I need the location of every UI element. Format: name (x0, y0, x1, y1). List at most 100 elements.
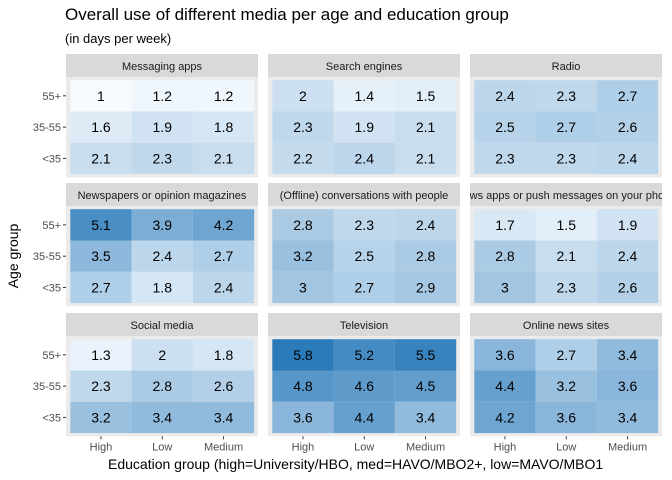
heatmap-cell (272, 142, 334, 175)
heatmap-cell (596, 271, 659, 304)
heatmap-cell (192, 401, 255, 434)
heatmap-cell (596, 240, 659, 272)
heatmap-cell (333, 401, 395, 434)
cell-label: 2.3 (355, 217, 375, 233)
heatmap-cell (192, 271, 255, 304)
cell-label: 2.7 (557, 119, 577, 135)
heatmap-cell (474, 401, 536, 434)
heatmap-cell (131, 339, 193, 371)
heatmap-cell (272, 339, 334, 371)
heatmap-cell (272, 271, 334, 304)
cell-label: 1.4 (355, 88, 375, 104)
heatmap-cell (70, 80, 132, 112)
cell-label: 3 (299, 279, 307, 295)
heatmap-cell (394, 209, 457, 241)
cell-label: 3.5 (91, 248, 111, 264)
panel-title: Search engines (326, 61, 403, 73)
cell-label: 1 (97, 88, 105, 104)
heatmap-cell (333, 142, 395, 175)
x-tick-label: High (292, 441, 315, 453)
y-tick-label: 35-55 (33, 381, 61, 393)
panel-offline-conversations-with-people: (Offline) conversations with people 2.8 2.… (268, 183, 460, 307)
heatmap-cell (192, 80, 255, 112)
heatmap-cell (192, 240, 255, 272)
y-tick-label: <35 (42, 412, 61, 424)
heatmap-cell (333, 80, 395, 112)
heatmap-cell (70, 240, 132, 272)
heatmap-cell (394, 271, 457, 304)
cell-label: 2.7 (557, 347, 577, 363)
heatmap-cell (70, 111, 132, 143)
cell-label: 1.2 (214, 88, 234, 104)
cell-label: 2.3 (557, 150, 577, 166)
cell-label: 1.7 (495, 217, 515, 233)
cell-label: 1.5 (416, 88, 436, 104)
cell-label: 1.8 (214, 119, 234, 135)
cell-label: 2.4 (416, 217, 436, 233)
x-tick-label: Medium (608, 441, 647, 453)
heatmap-cell (272, 401, 334, 434)
panel-strip (66, 183, 258, 206)
heatmap-cell (596, 370, 659, 402)
x-tick-label: Low (354, 441, 374, 453)
heatmap-cell (394, 370, 457, 402)
cell-label: 4.8 (293, 378, 313, 394)
panel-strip (470, 54, 662, 77)
cell-label: 2.3 (557, 279, 577, 295)
heatmap-cell (394, 80, 457, 112)
heatmap-cell (535, 142, 597, 175)
cell-label: 2.8 (153, 378, 173, 394)
heatmap-cell (596, 142, 659, 175)
cell-label: 3.4 (153, 409, 173, 425)
cell-label: 3.6 (618, 378, 638, 394)
cell-label: 1.8 (214, 347, 234, 363)
x-tick-label: High (90, 441, 113, 453)
heatmap-cell (394, 401, 457, 434)
cell-label: 2.3 (91, 378, 111, 394)
heatmap-cell (474, 142, 536, 175)
x-tick-label: Medium (204, 441, 243, 453)
heatmap-cell (70, 209, 132, 241)
cell-label: 2.2 (293, 150, 313, 166)
cell-label: 2.1 (557, 248, 577, 264)
heatmap-cell (131, 401, 193, 434)
panel-title: Online news sites (523, 320, 610, 332)
x-tick-label: High (494, 441, 517, 453)
cell-label: 5.8 (293, 347, 313, 363)
cell-label: 2.6 (618, 119, 638, 135)
panel-news-apps-or-push-messages-on-your-phone: News apps or push messages on your phone… (470, 183, 662, 307)
cell-label: 2.7 (618, 88, 638, 104)
heatmap-cell (596, 209, 659, 241)
heatmap-cell (333, 240, 395, 272)
heatmap-cell (131, 142, 193, 175)
heatmap-cell (70, 370, 132, 402)
heatmap-cell (596, 339, 659, 371)
heatmap-cell (394, 142, 457, 175)
heatmap-cell (535, 80, 597, 112)
cell-label: 3.6 (495, 347, 515, 363)
cell-label: 2.3 (153, 150, 173, 166)
panel-title: (Offline) conversations with people (280, 190, 449, 202)
cell-label: 5.5 (416, 347, 436, 363)
heatmap-cell (474, 240, 536, 272)
cell-label: 2.4 (618, 248, 638, 264)
x-tick-label: Low (556, 441, 576, 453)
cell-label: 2.4 (618, 150, 638, 166)
heatmap-cell (333, 271, 395, 304)
panel-strip (268, 54, 460, 77)
heatmap-cell (394, 339, 457, 371)
chart-subtitle: (in days per week) (65, 31, 171, 46)
heatmap-cell (192, 339, 255, 371)
cell-label: 2.7 (91, 279, 111, 295)
heatmap-cell (131, 370, 193, 402)
cell-label: 1.6 (91, 119, 111, 135)
cell-label: 4.5 (416, 378, 436, 394)
panel-social-media: Social media 1.3 2 1.8 2.3 2.8 2.6 3.2 3.4 3.4 (66, 313, 258, 437)
panel-title: Television (340, 320, 388, 332)
cell-label: 3.4 (618, 409, 638, 425)
heatmap-cell (596, 80, 659, 112)
heatmap-cell (131, 111, 193, 143)
heatmap-cell (535, 401, 597, 434)
cell-label: 2.5 (495, 119, 515, 135)
